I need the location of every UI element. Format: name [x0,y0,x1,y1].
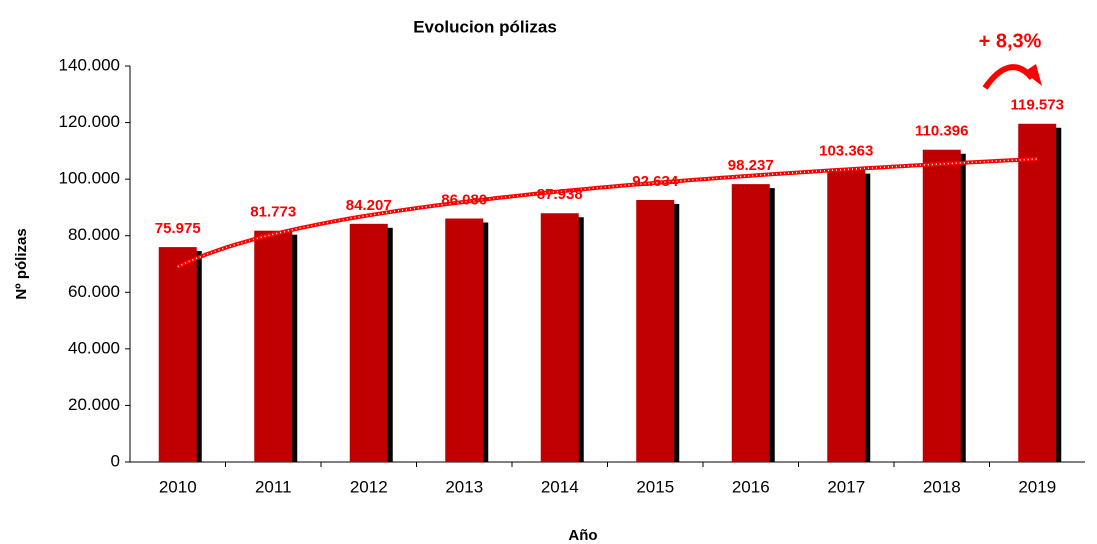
value-label: 84.207 [346,197,392,214]
y-tick-label: 60.000 [68,282,120,301]
bar [827,169,866,462]
bar [731,184,770,462]
x-tick-label: 2012 [350,477,388,496]
x-tick-label: 2018 [923,477,961,496]
bar [158,247,197,462]
x-tick-label: 2011 [255,477,292,496]
y-tick-label: 80.000 [68,225,120,244]
value-label: 103.363 [819,143,873,160]
bar [349,223,388,462]
y-tick-label: 120.000 [59,112,120,131]
annotation: + 8,3% [979,30,1042,52]
bar [254,230,293,462]
trendline [176,157,1038,269]
value-label: 98.237 [728,157,774,174]
y-tick-label: 20.000 [68,395,120,414]
y-tick-label: 100.000 [59,169,120,188]
trendline-dots [177,158,1038,268]
value-label: 81.773 [250,204,296,221]
x-tick-label: 2017 [827,477,865,496]
x-tick-label: 2019 [1018,477,1056,496]
y-tick-label: 140.000 [59,55,120,74]
bar [922,149,961,462]
y-axis-label: Nº pólizas [13,228,30,299]
value-label: 110.396 [915,123,968,140]
x-tick-label: 2014 [541,477,579,496]
x-tick-label: 2013 [445,477,483,496]
bar [445,218,484,462]
arrow-head [1024,64,1042,86]
x-axis-label: Año [568,527,597,544]
y-tick-label: 0 [111,451,120,470]
value-label: 75.975 [155,220,201,237]
x-tick-label: 2010 [159,477,197,496]
y-tick-label: 40.000 [68,338,120,357]
value-label: 119.573 [1011,97,1064,114]
arrow [982,64,1035,90]
x-tick-label: 2016 [732,477,770,496]
value-label: 92.634 [632,173,679,190]
bar [636,199,675,462]
chart-title: Evolucion pólizas [413,17,557,36]
value-label: 86.080 [441,191,487,208]
bar [1018,123,1057,462]
value-label: 87.938 [537,186,583,203]
x-tick-label: 2015 [636,477,674,496]
bar [540,213,579,462]
